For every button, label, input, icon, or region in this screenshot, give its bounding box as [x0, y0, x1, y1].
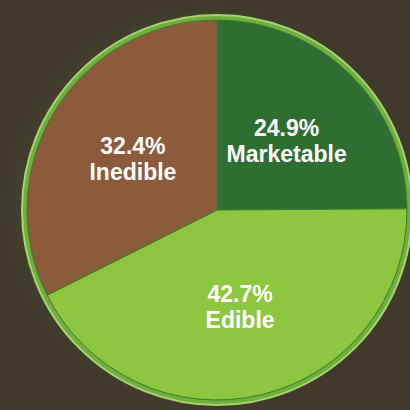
category-label: Marketable — [227, 141, 347, 167]
value-label: 42.7% — [207, 281, 272, 307]
pie-slice — [27, 20, 217, 295]
pie-border — [22, 15, 410, 405]
pie-slice — [217, 20, 407, 210]
value-label: 24.9% — [254, 115, 319, 141]
chart: 24.9%Marketable 42.7%Edible 32.4%Inedible — [0, 0, 410, 410]
value-label: 32.4% — [100, 133, 165, 159]
pie — [22, 15, 410, 405]
labels: 24.9%Marketable 42.7%Edible 32.4%Inedible — [89, 115, 346, 333]
category-label: Edible — [206, 307, 275, 333]
category-label: Inedible — [89, 159, 176, 185]
